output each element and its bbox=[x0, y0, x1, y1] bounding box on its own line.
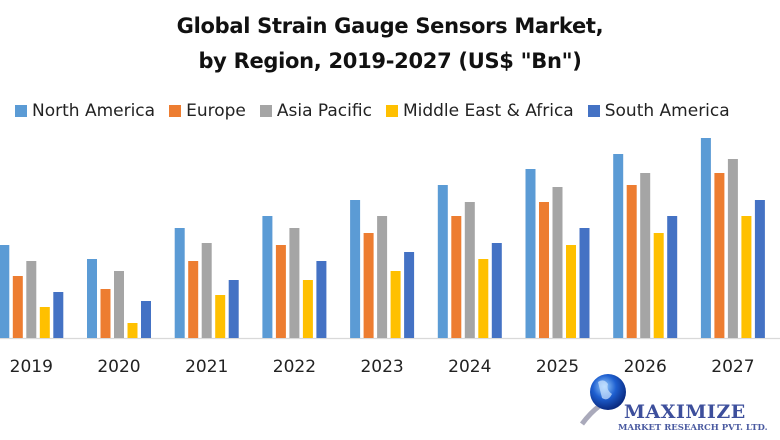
bar-south-america-2022 bbox=[316, 261, 327, 338]
bar-middle-east-africa-2020 bbox=[127, 323, 138, 338]
bar-south-america-2027 bbox=[754, 200, 765, 338]
globe-icon bbox=[579, 374, 626, 426]
bar-asia-pacific-2026 bbox=[640, 173, 651, 338]
bar-north-america-2021 bbox=[174, 228, 185, 338]
x-tick-label: 2021 bbox=[185, 357, 228, 377]
bar-middle-east-africa-2021 bbox=[215, 295, 226, 338]
bar-middle-east-africa-2019 bbox=[39, 307, 50, 338]
bar-europe-2026 bbox=[626, 185, 637, 338]
x-tick-label: 2020 bbox=[97, 357, 140, 377]
chart-title: Global Strain Gauge Sensors Market, bbox=[176, 14, 604, 38]
bar-asia-pacific-2023 bbox=[377, 216, 388, 338]
bar-middle-east-africa-2022 bbox=[302, 280, 313, 338]
logo-name: MAXIMIZE bbox=[624, 401, 746, 423]
bar-south-america-2019 bbox=[53, 292, 64, 338]
bar-europe-2021 bbox=[188, 261, 199, 338]
chart-subtitle: by Region, 2019-2027 (US$ "Bn") bbox=[198, 49, 582, 73]
bar-europe-2023 bbox=[363, 233, 374, 338]
bar-north-america-2020 bbox=[87, 259, 97, 338]
legend-label: Europe bbox=[186, 101, 246, 121]
bar-middle-east-africa-2027 bbox=[741, 216, 752, 338]
x-tick-label: 2023 bbox=[360, 357, 403, 377]
legend-item: Asia Pacific bbox=[259, 101, 372, 121]
legend-item: South America bbox=[587, 101, 730, 121]
legend-item: Europe bbox=[169, 101, 246, 121]
legend-swatch bbox=[385, 105, 398, 117]
bar-north-america-2027 bbox=[700, 138, 711, 338]
bar-asia-pacific-2024 bbox=[464, 202, 475, 338]
x-tick-label: 2024 bbox=[448, 357, 491, 377]
bar-middle-east-africa-2025 bbox=[566, 245, 576, 338]
bar-south-america-2024 bbox=[491, 243, 502, 338]
bar-europe-2027 bbox=[714, 173, 725, 338]
logo-tagline: MARKET RESEARCH PVT. LTD. bbox=[618, 423, 768, 433]
bar-europe-2022 bbox=[275, 245, 286, 338]
bar-asia-pacific-2025 bbox=[552, 187, 563, 338]
bar-europe-2019 bbox=[12, 276, 23, 338]
bar-europe-2020 bbox=[100, 289, 111, 338]
legend-swatch bbox=[259, 105, 272, 117]
company-logo: MAXIMIZE MARKET RESEARCH PVT. LTD. bbox=[578, 372, 778, 438]
bar-south-america-2023 bbox=[404, 252, 415, 338]
bar-europe-2024 bbox=[451, 216, 462, 338]
bar-north-america-2019 bbox=[0, 245, 10, 338]
legend: North America Europe Asia Pacific Middle Ea… bbox=[15, 101, 730, 121]
bar-asia-pacific-2020 bbox=[114, 271, 124, 338]
legend-label: Asia Pacific bbox=[276, 101, 372, 121]
bar-south-america-2025 bbox=[579, 228, 590, 338]
x-tick-label: 2026 bbox=[624, 357, 667, 377]
bar-middle-east-africa-2023 bbox=[390, 271, 401, 338]
x-tick-label: 2025 bbox=[536, 357, 579, 377]
legend-label: North America bbox=[32, 101, 156, 121]
bar-middle-east-africa-2024 bbox=[478, 259, 489, 338]
bar-middle-east-africa-2026 bbox=[653, 233, 664, 338]
bar-asia-pacific-2027 bbox=[727, 159, 738, 338]
bar-north-america-2022 bbox=[262, 216, 273, 338]
legend-item: North America bbox=[15, 101, 155, 121]
bar-south-america-2020 bbox=[141, 301, 151, 338]
bar-north-america-2025 bbox=[525, 169, 536, 338]
legend-label: Middle East & Africa bbox=[402, 101, 574, 121]
bar-north-america-2026 bbox=[613, 154, 624, 338]
bar-north-america-2024 bbox=[437, 185, 448, 338]
x-tick-label: 2019 bbox=[10, 357, 53, 377]
bar-europe-2025 bbox=[539, 202, 549, 338]
legend-swatch bbox=[169, 105, 182, 117]
x-tick-label: 2022 bbox=[273, 357, 316, 377]
bar-south-america-2026 bbox=[667, 216, 678, 338]
bar-asia-pacific-2019 bbox=[26, 261, 37, 338]
legend-label: South America bbox=[604, 101, 730, 121]
bar-asia-pacific-2021 bbox=[201, 243, 212, 338]
bar-asia-pacific-2022 bbox=[289, 228, 300, 338]
bar-north-america-2023 bbox=[350, 200, 361, 338]
x-tick-label: 2027 bbox=[711, 357, 754, 377]
bar-south-america-2021 bbox=[228, 280, 239, 338]
legend-swatch bbox=[15, 105, 27, 117]
legend-item: Middle East & Africa bbox=[385, 101, 574, 121]
legend-swatch bbox=[587, 105, 600, 117]
